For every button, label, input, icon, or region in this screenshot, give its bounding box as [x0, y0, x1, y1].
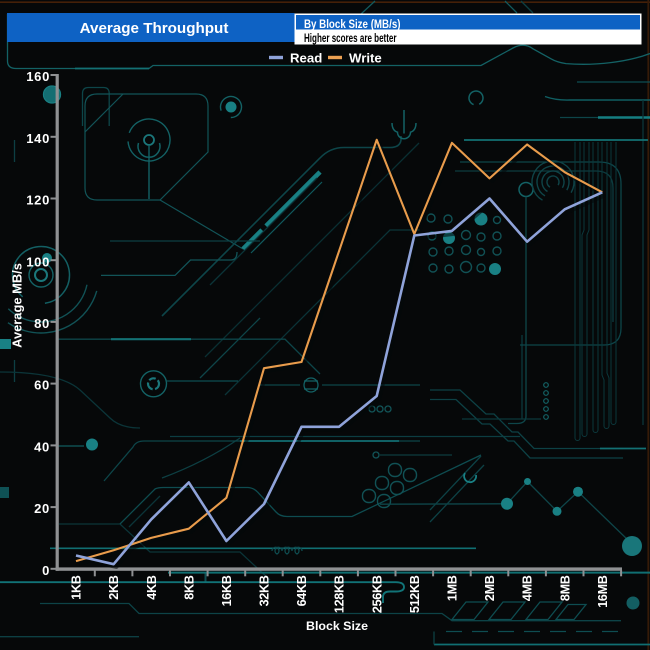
svg-text:256KB: 256KB: [370, 575, 384, 613]
svg-text:Average Throughput: Average Throughput: [80, 20, 229, 37]
svg-text:1MB: 1MB: [446, 575, 460, 601]
svg-text:64KB: 64KB: [295, 575, 309, 606]
svg-text:0: 0: [42, 563, 50, 578]
svg-text:8MB: 8MB: [558, 575, 572, 601]
svg-text:Read: Read: [290, 51, 322, 66]
svg-text:80: 80: [34, 316, 50, 331]
svg-text:8KB: 8KB: [182, 575, 196, 599]
svg-text:20: 20: [34, 501, 50, 516]
svg-text:128KB: 128KB: [333, 575, 347, 613]
svg-text:2KB: 2KB: [107, 575, 121, 599]
svg-text:4KB: 4KB: [145, 575, 159, 599]
svg-text:16MB: 16MB: [596, 575, 610, 608]
svg-text:By Block Size (MB/s): By Block Size (MB/s): [304, 17, 401, 31]
svg-text:100: 100: [26, 254, 50, 269]
svg-text:Higher scores are better: Higher scores are better: [304, 31, 397, 45]
svg-text:16KB: 16KB: [220, 575, 234, 606]
svg-text:4MB: 4MB: [521, 575, 535, 601]
svg-text:Block Size: Block Size: [306, 619, 368, 633]
svg-text:2MB: 2MB: [483, 575, 497, 601]
svg-text:32KB: 32KB: [258, 575, 272, 606]
svg-text:1KB: 1KB: [70, 575, 84, 599]
svg-text:Write: Write: [349, 51, 382, 66]
svg-text:512KB: 512KB: [408, 575, 422, 613]
svg-text:160: 160: [26, 69, 50, 84]
svg-text:40: 40: [34, 440, 50, 455]
svg-text:140: 140: [26, 131, 50, 146]
svg-text:Average MB/s: Average MB/s: [10, 263, 25, 348]
svg-text:120: 120: [26, 193, 50, 208]
svg-text:60: 60: [34, 378, 50, 393]
